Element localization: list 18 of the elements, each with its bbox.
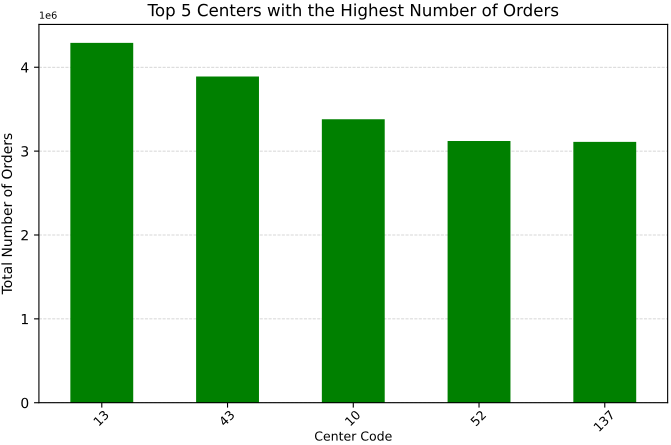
x-tick-label: 10 — [344, 410, 361, 426]
y-tick-label: 1 — [22, 314, 28, 324]
bar — [196, 76, 259, 403]
x-tick-label: 52 — [470, 410, 486, 426]
bar — [70, 42, 134, 403]
bar — [573, 142, 636, 403]
y-tick-label: 2 — [21, 230, 28, 240]
y-tick-label: 0 — [21, 398, 28, 408]
y-axis-title: Total Number of Orders — [1, 133, 12, 294]
x-axis-title: Center Code — [314, 431, 392, 441]
chart-title: Top 5 Centers with the Highest Number of Orders — [148, 3, 558, 20]
bar — [448, 141, 510, 403]
y-tick-label: 3 — [21, 146, 28, 157]
y-tick-label: 4 — [21, 62, 28, 73]
text: 1e6 — [40, 11, 57, 19]
x-tick-label: 13 — [93, 410, 110, 426]
bar — [322, 119, 385, 403]
x-tick-label: 43 — [218, 410, 236, 427]
